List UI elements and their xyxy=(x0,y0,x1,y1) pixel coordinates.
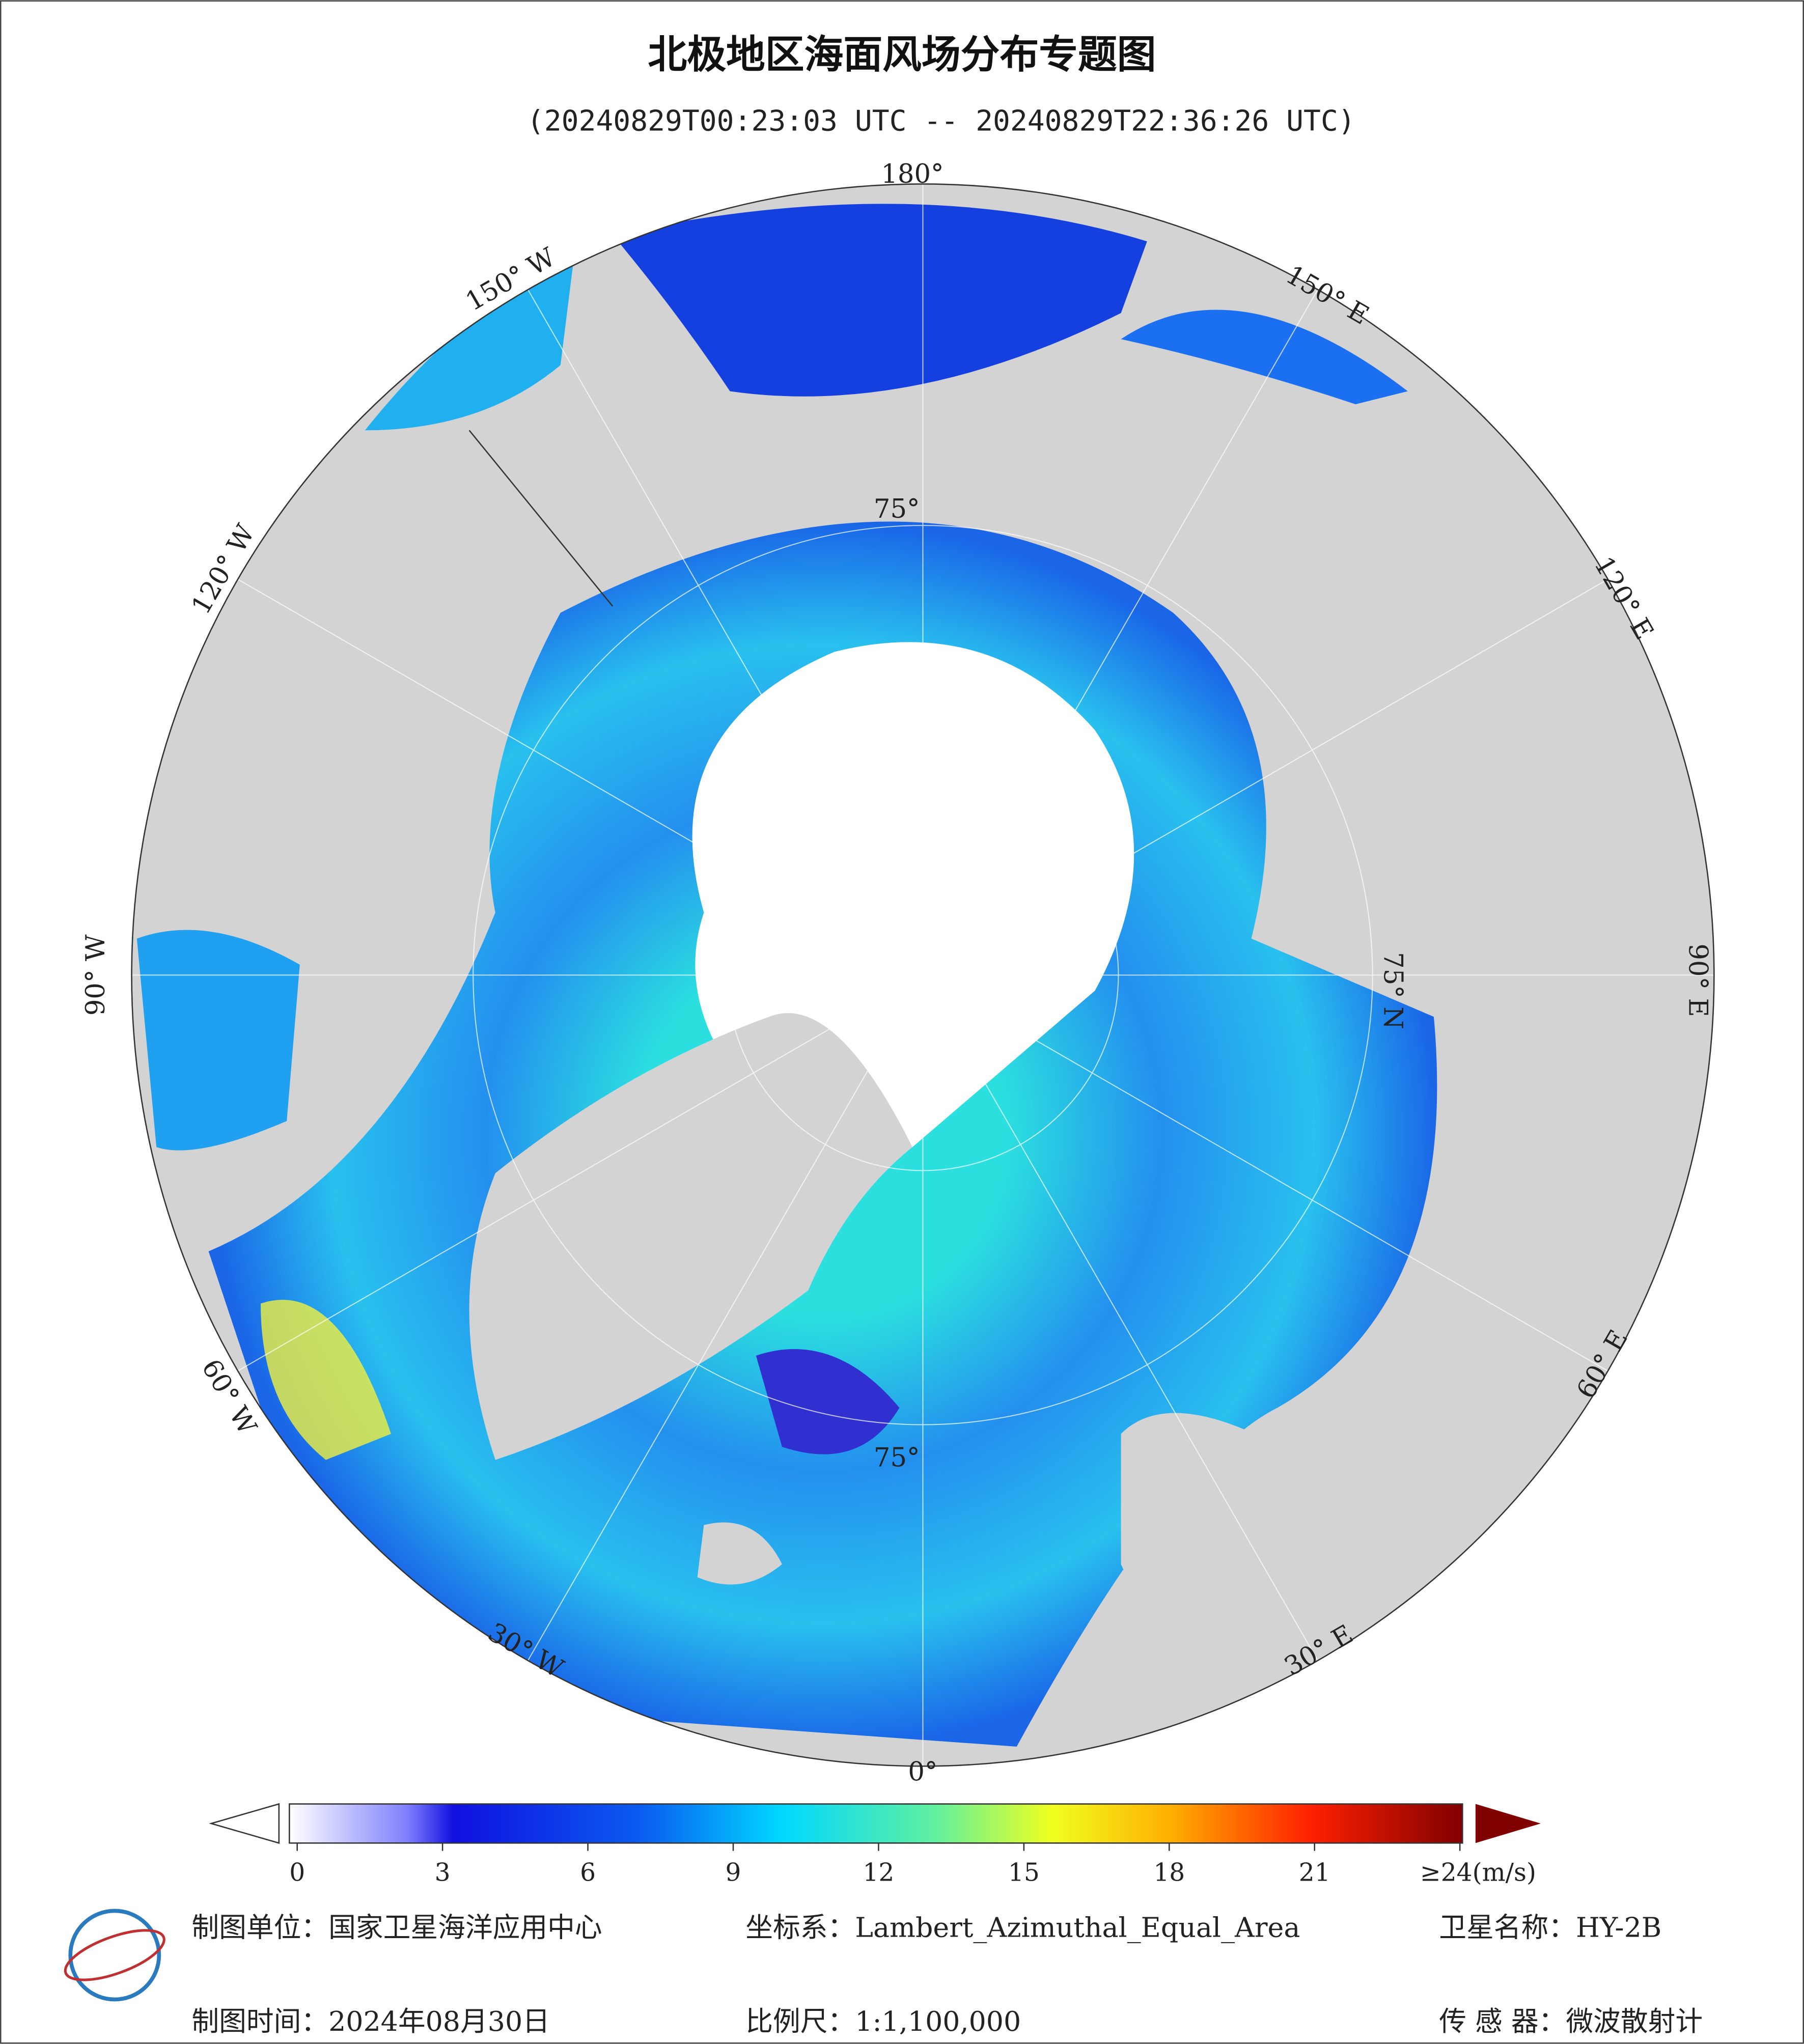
colorbar-tick-label: 6 xyxy=(580,1859,596,1887)
lat-label: 75° xyxy=(874,494,920,524)
title: 北极地区海面风场分布专题图 xyxy=(648,32,1156,78)
footer-text: 传 感 器：微波散射计 xyxy=(1439,2005,1703,2037)
lon-label: 180° xyxy=(881,159,943,189)
colorbar-under xyxy=(209,1803,280,1844)
colorbar-tick-label: 21 xyxy=(1299,1859,1330,1887)
colorbar-tick-label: 15 xyxy=(1008,1859,1040,1887)
scandinavia xyxy=(1121,1413,1303,1695)
wind-field xyxy=(365,261,574,431)
lon-label: 90° E xyxy=(1683,943,1713,1017)
colorbar-over xyxy=(1475,1804,1541,1843)
footer-text: 比例尺：1:1,100,000 xyxy=(745,2005,1021,2037)
colorbar-tick-label: ≥24(m/s) xyxy=(1420,1859,1536,1887)
wind-field xyxy=(260,1300,391,1460)
logo xyxy=(68,1909,161,2002)
map-border xyxy=(131,183,1715,1767)
colorbar: 0 3 6 9 12 15 18 21 ≥24(m/s) xyxy=(209,1803,1541,1887)
logo xyxy=(64,1929,165,1981)
lon-label: 0° xyxy=(908,1756,937,1787)
colorbar-bar xyxy=(289,1803,1463,1844)
boundary xyxy=(468,430,614,607)
colorbar-tick-label: 3 xyxy=(435,1859,451,1887)
lat-label: 75° N xyxy=(1378,952,1408,1029)
graticule xyxy=(131,184,1714,1767)
colorbar-tick-label: 18 xyxy=(1153,1859,1185,1887)
wind-field xyxy=(1121,310,1408,405)
footer-text: 制图单位：国家卫星海洋应用中心 xyxy=(191,1912,602,1944)
colorbar-tick-label: 0 xyxy=(289,1859,305,1887)
map xyxy=(131,184,1714,1767)
colorbar-tick-label: 12 xyxy=(863,1859,894,1887)
iceland xyxy=(697,1522,782,1585)
footer-text: 制图时间：2024年08月30日 xyxy=(191,2005,550,2037)
subtitle: (20240829T00:23:03 UTC -- 20240829T22:36… xyxy=(527,104,1355,137)
lon-label: 90° W xyxy=(80,934,111,1016)
wind-field xyxy=(136,930,300,1151)
wind-field xyxy=(613,204,1147,397)
wind-field xyxy=(756,1349,900,1454)
colorbar-tick-label: 9 xyxy=(726,1859,741,1887)
footer: 制图单位：国家卫星海洋应用中心 坐标系：Lambert_Azimuthal_Eq… xyxy=(64,1909,1703,2037)
greenland xyxy=(469,1013,912,1460)
footer-text: 坐标系：Lambert_Azimuthal_Equal_Area xyxy=(745,1912,1300,1944)
footer-text: 卫星名称：HY-2B xyxy=(1439,1912,1661,1944)
lat-label: 75° xyxy=(874,1442,920,1473)
